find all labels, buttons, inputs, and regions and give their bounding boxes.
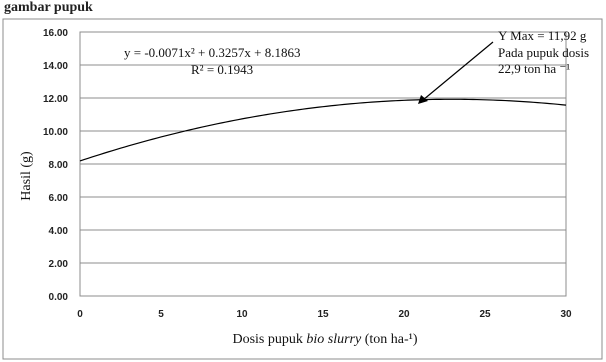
max-pointer-arrow: [422, 41, 494, 101]
y-tick-label: 0.00: [49, 292, 69, 303]
y-tick-label: 12.00: [43, 94, 68, 105]
x-tick-label: 5: [158, 309, 164, 320]
y-tick-label: 8.00: [49, 160, 69, 171]
chart-frame: [2, 18, 603, 360]
y-tick-label: 2.00: [49, 259, 69, 270]
top-caption-text: gambar pupuk: [4, 0, 93, 15]
max-pointer-arrowhead: [418, 95, 428, 104]
x-axis-title-part1: Dosis pupuk: [232, 332, 306, 347]
equation-label: y = -0.0071x² + 0.3257x + 8.1863: [124, 45, 300, 60]
x-tick-label: 10: [236, 309, 248, 320]
y-tick-labels: 0.00 2.00 4.00 6.00 8.00 10.00 12.00 14.00 16.00: [43, 28, 68, 303]
x-tick-label: 0: [77, 309, 83, 320]
y-tick-label: 14.00: [43, 61, 68, 72]
x-axis-title-part3: (ton ha-¹): [361, 332, 418, 347]
y-tick-label: 16.00: [43, 28, 68, 39]
x-tick-label: 25: [479, 309, 491, 320]
x-axis-title-italic: bio slurry: [306, 332, 362, 347]
max-annotation-line2: Pada pupuk dosis: [498, 45, 589, 60]
max-annotation-line3: 22,9 ton ha ⁻¹: [498, 61, 570, 76]
y-axis-title: Hasil (g): [19, 151, 34, 201]
x-tick-labels: 0 5 10 15 20 25 30: [77, 309, 572, 320]
x-tick-label: 30: [560, 309, 572, 320]
plot-area-border: [79, 31, 567, 297]
series-curve: [79, 98, 567, 162]
y-tick-label: 4.00: [49, 226, 69, 237]
x-tick-label: 15: [317, 309, 329, 320]
max-annotation-line1: Y Max = 11,92 g: [498, 28, 587, 43]
r-squared-label: R² = 0.1943: [191, 62, 253, 77]
x-tick-label: 20: [398, 309, 410, 320]
y-tick-label: 10.00: [43, 127, 68, 138]
x-axis-title: Dosis pupuk bio slurry (ton ha-¹): [232, 332, 417, 347]
y-tick-label: 6.00: [49, 193, 69, 204]
